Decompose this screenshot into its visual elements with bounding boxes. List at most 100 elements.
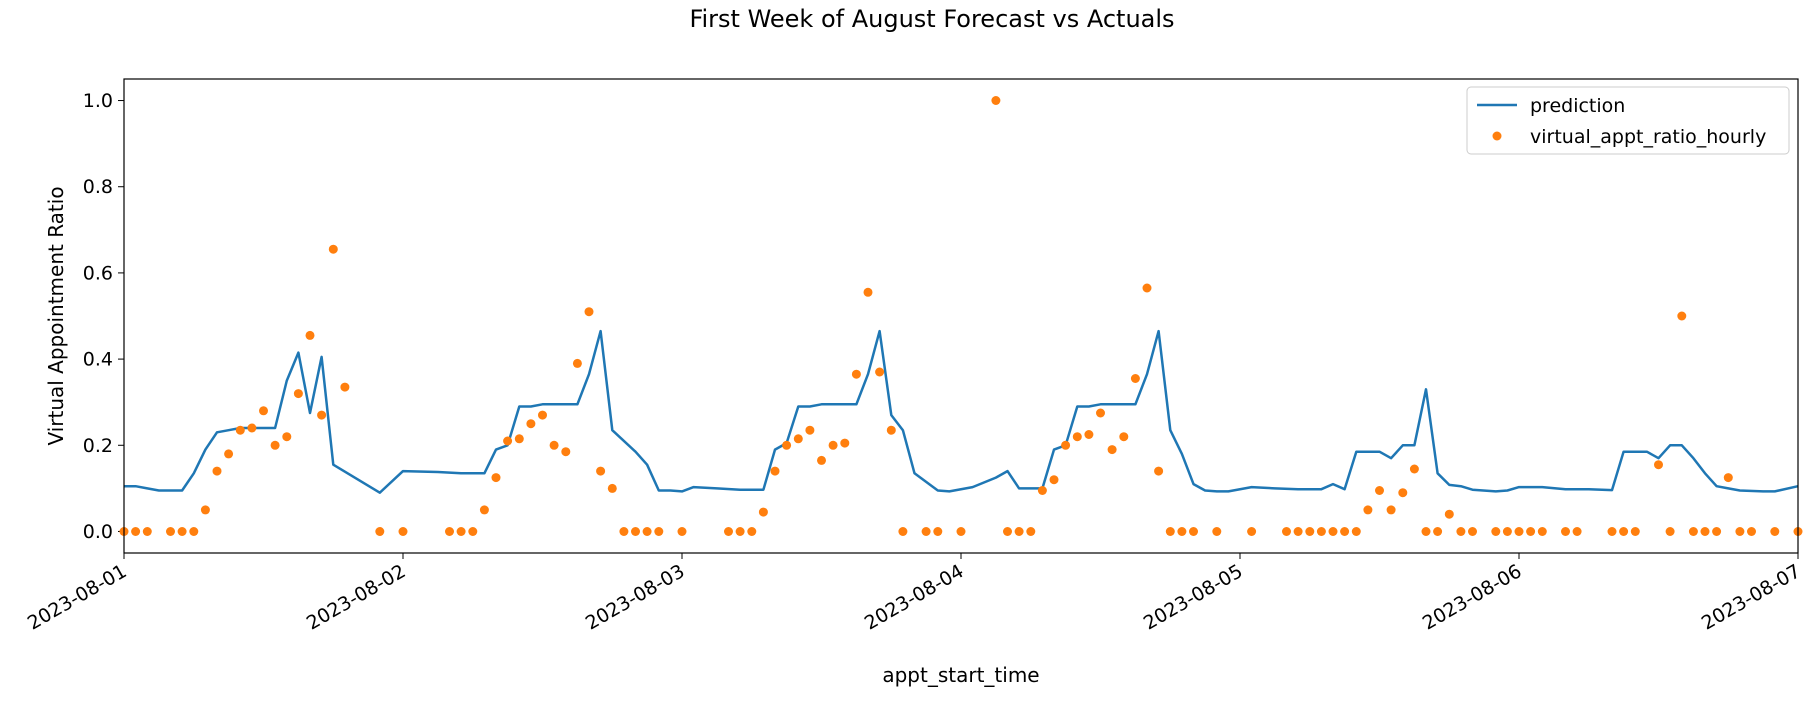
data-point — [851, 369, 861, 379]
data-point — [1049, 475, 1059, 485]
data-point — [631, 527, 640, 536]
data-point — [1654, 460, 1663, 470]
data-point — [1375, 486, 1384, 495]
data-point — [1491, 527, 1501, 536]
series-layer — [119, 96, 1803, 536]
data-point — [758, 507, 768, 517]
legend-frame — [1466, 86, 1790, 155]
data-point — [1026, 527, 1036, 536]
data-point — [189, 527, 199, 536]
chart-title: First Week of August Forecast vs Actuals — [689, 5, 1174, 33]
plot-frame — [123, 78, 1799, 554]
data-point — [1502, 527, 1512, 536]
data-point — [1340, 527, 1350, 536]
plot-area — [124, 79, 1798, 553]
data-point — [131, 527, 141, 536]
data-point — [584, 307, 594, 317]
data-point — [1363, 505, 1373, 515]
data-point — [166, 527, 175, 536]
data-point — [1433, 527, 1443, 536]
data-point — [1747, 527, 1756, 536]
data-point — [1037, 486, 1047, 495]
y-tick-label: 0.8 — [83, 176, 113, 198]
data-point — [1351, 527, 1361, 536]
data-point — [538, 410, 547, 420]
data-point — [1165, 527, 1175, 536]
data-point — [607, 483, 617, 493]
data-point — [259, 406, 268, 416]
data-point — [1572, 527, 1582, 536]
data-point — [247, 423, 257, 433]
data-point — [898, 527, 908, 536]
data-point — [1003, 527, 1012, 536]
data-point — [642, 527, 652, 536]
data-point — [1409, 464, 1419, 474]
data-point — [1061, 440, 1071, 450]
data-point — [503, 436, 513, 446]
data-point — [1665, 527, 1675, 536]
data-point — [1212, 527, 1222, 536]
data-point — [1700, 527, 1710, 536]
data-point — [677, 527, 687, 536]
data-point — [1072, 432, 1082, 442]
data-point — [526, 419, 536, 429]
x-tick-label: 2023-08-05 — [1140, 560, 1247, 634]
data-point — [921, 527, 931, 536]
x-axis: 2023-08-01 2023-08-02 2023-08-03 2023-08-04… — [24, 553, 1805, 635]
data-point — [1014, 527, 1024, 536]
data-point — [398, 527, 408, 536]
data-point — [293, 389, 303, 399]
data-point — [375, 527, 385, 536]
data-point — [875, 367, 885, 377]
data-point — [596, 466, 606, 476]
data-point — [1630, 527, 1640, 536]
data-point — [468, 527, 478, 536]
data-point — [1084, 430, 1094, 439]
data-point — [1712, 527, 1722, 536]
y-tick-label: 0.6 — [83, 262, 113, 284]
y-tick-label: 0.4 — [83, 349, 113, 371]
data-point — [1398, 488, 1408, 498]
data-point — [1561, 527, 1570, 536]
data-point — [933, 527, 943, 536]
data-point — [1723, 473, 1733, 483]
data-point — [817, 455, 826, 465]
data-point — [1677, 311, 1687, 321]
data-point — [328, 244, 338, 254]
data-point — [317, 410, 327, 420]
data-point — [456, 527, 466, 536]
data-point — [1154, 466, 1164, 476]
data-point — [886, 425, 896, 435]
data-point — [1305, 527, 1315, 536]
legend-actuals-label: virtual_appt_ratio_hourly — [1530, 126, 1766, 148]
x-tick-label: 2023-08-02 — [303, 560, 410, 634]
data-point — [1537, 527, 1547, 536]
series-line-prediction — [124, 329, 1799, 494]
data-point — [1247, 527, 1257, 536]
data-point — [445, 527, 454, 536]
y-axis-label: Virtual Appointment Ratio — [44, 186, 68, 445]
y-tick-label: 0.2 — [83, 435, 113, 457]
data-point — [1293, 527, 1303, 536]
data-point — [828, 440, 838, 450]
data-point — [1177, 527, 1187, 536]
data-point — [793, 434, 803, 444]
data-point — [1735, 527, 1745, 536]
x-tick-label: 2023-08-01 — [24, 560, 131, 634]
data-point — [1386, 505, 1396, 515]
data-point — [1189, 527, 1198, 536]
data-point — [782, 440, 792, 450]
data-point — [282, 432, 292, 442]
data-point — [991, 96, 1001, 105]
data-point — [1282, 527, 1291, 536]
data-point — [956, 527, 966, 536]
y-tick-label: 1.0 — [83, 90, 113, 112]
data-point — [270, 440, 280, 450]
data-point — [549, 440, 559, 450]
data-point — [735, 527, 745, 536]
data-point — [724, 527, 733, 536]
data-point — [1130, 374, 1140, 383]
data-point — [340, 382, 350, 392]
data-point — [224, 449, 234, 459]
data-point — [200, 505, 210, 515]
